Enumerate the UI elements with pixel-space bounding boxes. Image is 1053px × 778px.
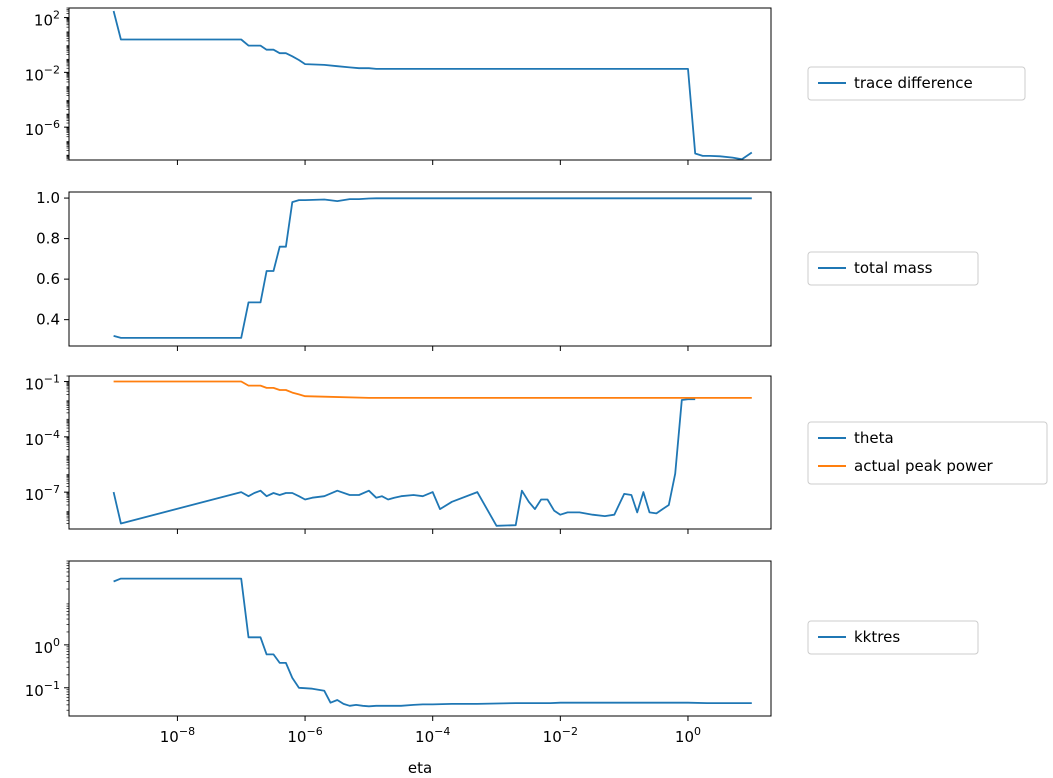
legend-box [807, 620, 979, 655]
legend-entry: actual peak power [854, 457, 994, 475]
legend-entry: theta [854, 429, 894, 447]
legend-box [807, 66, 1026, 101]
axes-frame [68, 7, 772, 161]
subplot-4: 100 10−1 10−8 10−6 10−4 10−2 100 eta kktres [25, 560, 979, 777]
legend-entry: total mass [854, 259, 933, 277]
legend-entry: trace difference [854, 74, 973, 92]
series-line-actual-peak-power [113, 380, 752, 399]
axes-frame [68, 191, 772, 347]
legend: theta actual peak power [807, 421, 1048, 485]
legend: total mass [807, 251, 979, 286]
subplot-3: 10−1 10−4 10−7 theta actual peak power [25, 373, 1048, 534]
axes-frame [68, 375, 772, 530]
y-tick-label: 102 [34, 9, 60, 30]
y-tick-label: 100 [34, 636, 60, 657]
series-line-theta [112, 398, 696, 527]
series-line-total-mass [113, 197, 752, 339]
x-tick-label: 10−2 [543, 725, 578, 746]
y-tick-label: 0.8 [36, 230, 60, 248]
axes-frame [68, 560, 772, 717]
subplot-1: 102 10−2 10−6 trace difference [25, 7, 1026, 165]
legend-box [807, 251, 979, 286]
y-tick-label: 10−2 [25, 63, 60, 84]
y-tick-label: 10−1 [25, 373, 60, 394]
series-line-trace-difference [112, 10, 753, 161]
series-line-kktres [113, 577, 752, 708]
y-tick-label: 10−6 [25, 118, 60, 139]
y-tick-label: 0.6 [36, 270, 60, 288]
x-tick-label: 10−4 [415, 725, 450, 746]
legend-box [807, 421, 1048, 485]
legend: kktres [807, 620, 979, 655]
x-tick-label: 10−8 [160, 725, 195, 746]
legend-entry: kktres [854, 628, 900, 646]
y-tick-label: 10−4 [25, 428, 60, 449]
y-tick-label: 10−7 [25, 483, 60, 504]
legend: trace difference [807, 66, 1026, 101]
x-tick-label: 100 [675, 725, 701, 746]
subplot-2: 1.0 0.8 0.6 0.4 total mass [36, 189, 979, 351]
x-tick-label: 10−6 [287, 725, 322, 746]
y-tick-label: 10−1 [25, 679, 60, 700]
y-tick-label: 1.0 [36, 189, 60, 207]
x-axis-label: eta [408, 759, 432, 777]
y-tick-label: 0.4 [36, 311, 60, 329]
